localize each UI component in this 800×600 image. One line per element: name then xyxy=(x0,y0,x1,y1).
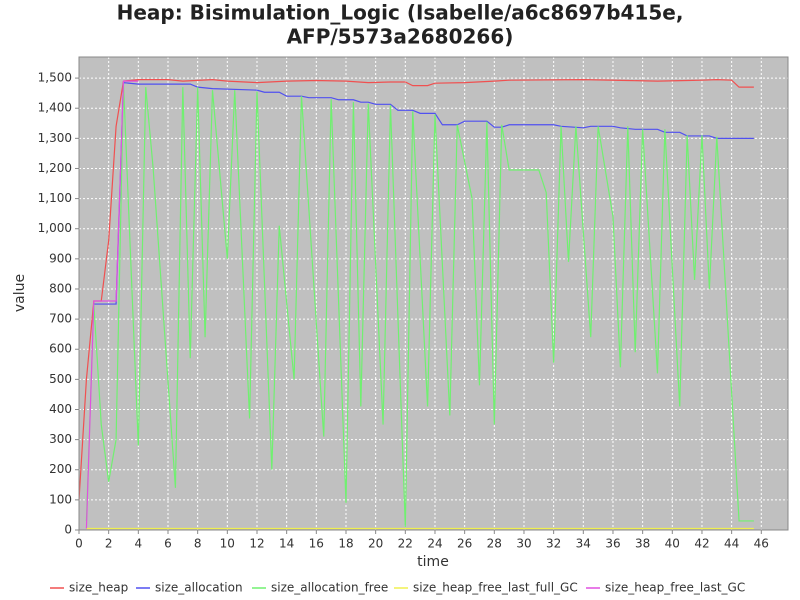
x-tick-label: 30 xyxy=(516,537,531,551)
y-tick-label: 1,000 xyxy=(38,221,72,235)
x-tick-label: 2 xyxy=(105,537,113,551)
x-tick-label: 24 xyxy=(427,537,442,551)
y-tick-label: 0 xyxy=(64,523,72,537)
x-tick-label: 14 xyxy=(279,537,294,551)
y-tick-label: 1,100 xyxy=(38,191,72,205)
chart-title: Heap: Bisimulation_Logic (Isabelle/a6c86… xyxy=(117,1,684,25)
y-tick-label: 600 xyxy=(49,342,72,356)
x-tick-label: 8 xyxy=(194,537,202,551)
series-line xyxy=(93,81,754,305)
x-tick-label: 38 xyxy=(635,537,650,551)
x-tick-label: 34 xyxy=(576,537,591,551)
x-axis-label: time xyxy=(417,554,449,570)
x-tick-label: 26 xyxy=(457,537,472,551)
x-tick-label: 6 xyxy=(164,537,172,551)
x-tick-label: 0 xyxy=(75,537,83,551)
y-tick-label: 300 xyxy=(49,432,72,446)
y-axis-label: value xyxy=(12,274,28,312)
y-tick-label: 1,500 xyxy=(38,71,72,85)
y-tick-label: 800 xyxy=(49,281,72,295)
chart-title: AFP/5573a2680266) xyxy=(287,25,514,49)
y-tick-label: 900 xyxy=(49,251,72,265)
x-tick-label: 10 xyxy=(220,537,235,551)
x-tick-label: 16 xyxy=(309,537,324,551)
x-tick-label: 44 xyxy=(724,537,739,551)
x-tick-label: 36 xyxy=(605,537,620,551)
y-tick-label: 100 xyxy=(49,492,72,506)
y-tick-label: 400 xyxy=(49,402,72,416)
series-line xyxy=(78,78,754,500)
x-tick-label: 40 xyxy=(665,537,680,551)
legend-label: size_allocation_free xyxy=(271,581,388,595)
y-tick-label: 1,400 xyxy=(38,101,72,115)
x-tick-label: 46 xyxy=(754,537,769,551)
legend-label: size_heap_free_last_full_GC xyxy=(413,581,578,595)
y-tick-label: 500 xyxy=(49,372,72,386)
x-tick-label: 20 xyxy=(368,537,383,551)
x-tick-label: 22 xyxy=(398,537,413,551)
x-tick-label: 32 xyxy=(546,537,561,551)
legend-label: size_heap_free_last_GC xyxy=(605,581,745,595)
legend-label: size_allocation xyxy=(155,581,243,595)
series-line xyxy=(85,84,754,528)
y-tick-label: 700 xyxy=(49,312,72,326)
x-tick-label: 12 xyxy=(249,537,264,551)
plot-area xyxy=(79,57,788,530)
plot-border xyxy=(78,56,789,531)
x-tick-label: 42 xyxy=(694,537,709,551)
x-tick-label: 28 xyxy=(487,537,502,551)
x-tick-label: 18 xyxy=(338,537,353,551)
y-tick-label: 200 xyxy=(49,462,72,476)
y-tick-label: 1,300 xyxy=(38,131,72,145)
series-line xyxy=(85,80,139,529)
y-tick-label: 1,200 xyxy=(38,161,72,175)
x-tick-label: 4 xyxy=(135,537,143,551)
legend-label: size_heap xyxy=(69,581,128,595)
